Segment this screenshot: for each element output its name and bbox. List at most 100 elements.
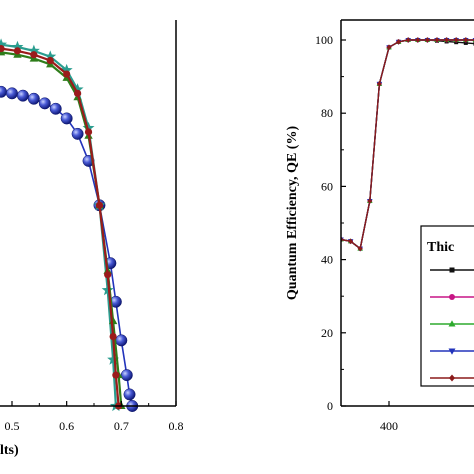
right-data-point <box>348 238 353 245</box>
right-y-axis-title: Quantum Efficiency, QE (%) <box>285 126 300 301</box>
right-series-line <box>341 39 474 250</box>
right-data-point <box>434 37 440 43</box>
right-data-point <box>367 198 373 204</box>
right-data-point <box>329 237 335 242</box>
right-series-line <box>341 39 474 250</box>
right-plot-area <box>300 37 474 252</box>
left-data-point <box>71 127 84 140</box>
right-data-point <box>463 37 469 43</box>
right-data-point <box>309 236 315 241</box>
left-x-tick-label: 0.8 <box>169 419 184 433</box>
right-data-point <box>300 235 306 240</box>
legend-marker <box>449 294 455 300</box>
legend-item <box>430 267 474 273</box>
left-data-point <box>107 353 120 365</box>
left-data-point <box>38 97 51 110</box>
right-series-triangle <box>300 37 474 251</box>
right-y-tick-label: 20 <box>321 326 333 340</box>
left-data-point <box>0 44 5 53</box>
left-data-point <box>11 40 24 53</box>
left-data-point <box>109 332 117 341</box>
right-series-triangle-down <box>309 38 474 252</box>
left-data-point <box>63 70 71 78</box>
left-data-point <box>112 371 120 379</box>
right-data-point <box>300 235 305 240</box>
right-series-diamond <box>300 37 474 252</box>
right-data-point <box>310 235 315 240</box>
right-y-tick-label: 0 <box>327 399 333 413</box>
right-data-point <box>377 81 382 87</box>
left-plot-area <box>0 38 139 412</box>
left-data-point <box>13 47 22 55</box>
right-data-point <box>300 235 305 241</box>
right-data-point <box>357 245 363 252</box>
legend-item <box>430 320 474 327</box>
right-data-point <box>453 37 459 43</box>
left-data-point <box>60 63 73 76</box>
right-data-point <box>396 39 401 45</box>
legend-items <box>430 267 474 382</box>
right-y-ticks: 0 20 40 60 80 100 <box>315 33 346 413</box>
right-data-point <box>309 235 315 240</box>
left-chart: 0.5 0.6 0.7 0.8 lts) <box>0 20 184 458</box>
right-data-point <box>415 37 421 43</box>
legend-title: Thic <box>427 240 454 255</box>
legend-marker <box>449 267 455 273</box>
right-chart: 0 20 40 60 80 100 400 Quantum Efficiency, QE … <box>285 19 474 433</box>
right-data-point <box>329 236 335 241</box>
right-y-tick-label: 80 <box>321 106 333 120</box>
right-data-point <box>329 237 334 243</box>
left-data-point <box>74 89 82 97</box>
left-data-point <box>6 87 18 100</box>
left-data-point <box>0 85 8 98</box>
left-data-point <box>115 334 128 347</box>
right-series-line <box>341 39 474 250</box>
right-data-point <box>310 236 314 240</box>
right-series-circle <box>300 37 474 252</box>
legend-item <box>430 294 474 300</box>
left-data-point <box>104 271 112 279</box>
left-data-point <box>27 92 40 105</box>
left-x-ticks: 0.5 0.6 0.7 0.8 <box>5 401 184 433</box>
left-data-point <box>95 201 104 209</box>
right-data-point <box>319 235 324 240</box>
left-data-point <box>71 83 84 95</box>
left-data-point <box>101 283 114 296</box>
left-x-tick-label: 0.6 <box>59 419 74 433</box>
left-data-point <box>30 51 38 59</box>
legend-box <box>420 225 474 387</box>
right-y-tick-label: 60 <box>321 179 333 193</box>
left-x-axis-title: lts) <box>0 443 19 458</box>
left-series-line <box>0 47 120 407</box>
legend: Thic <box>420 225 474 387</box>
right-data-point <box>329 237 333 241</box>
right-series-line <box>341 39 474 250</box>
right-data-point <box>319 235 325 240</box>
right-series-line <box>341 39 474 250</box>
left-data-point <box>123 388 136 401</box>
left-x-tick-label: 0.7 <box>114 419 129 433</box>
right-data-point <box>301 236 305 240</box>
right-data-point <box>319 236 325 241</box>
left-data-point <box>49 102 62 115</box>
legend-marker <box>449 374 455 382</box>
left-data-point <box>16 89 29 102</box>
legend-item <box>430 348 474 355</box>
left-x-tick-label: 0.5 <box>5 419 20 433</box>
legend-marker <box>448 320 456 327</box>
legend-marker <box>448 348 456 355</box>
right-x-ticks: 400 <box>380 401 398 433</box>
left-data-point <box>84 128 93 136</box>
right-data-point <box>444 37 449 43</box>
legend-item <box>430 374 474 382</box>
left-series-circle <box>0 44 123 410</box>
right-data-point <box>425 37 430 43</box>
right-data-point <box>310 235 315 241</box>
left-data-point <box>82 121 95 134</box>
left-data-point <box>46 56 54 65</box>
left-data-point <box>27 44 40 56</box>
right-data-point <box>386 44 392 51</box>
right-x-tick-label: 400 <box>380 419 398 433</box>
left-series-star <box>0 38 122 412</box>
right-data-point <box>405 37 411 43</box>
